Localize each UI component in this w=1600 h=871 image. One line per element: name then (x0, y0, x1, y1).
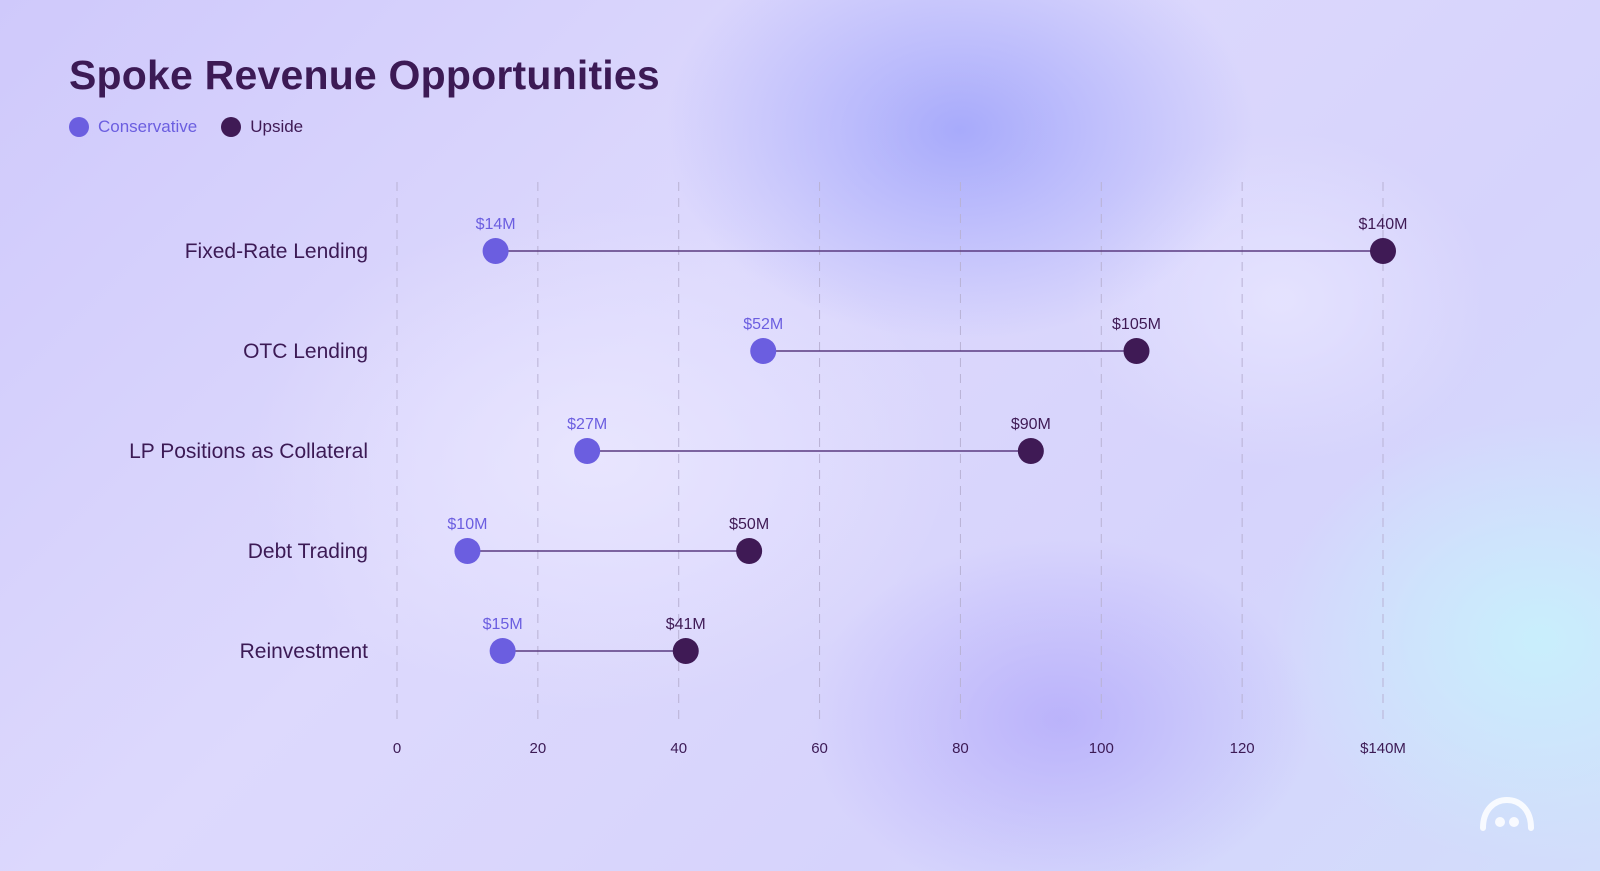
conservative-point (574, 438, 601, 464)
chart-row: Debt Trading $10M $50M (248, 516, 769, 564)
chart-row: OTC Lending $52M $105M (243, 316, 1161, 364)
conservative-point (489, 638, 516, 664)
x-tick-label: 40 (670, 740, 687, 757)
legend-label-upside: Upside (250, 117, 304, 136)
category-label: OTC Lending (243, 340, 368, 363)
x-tick-label: 80 (952, 740, 969, 757)
conservative-point (750, 338, 777, 364)
conservative-value-label: $52M (743, 316, 783, 333)
category-label: LP Positions as Collateral (129, 440, 368, 463)
chart-row: Fixed-Rate Lending $14M $140M (185, 216, 1408, 264)
x-tick-label: 100 (1089, 740, 1114, 757)
chart-rows: Fixed-Rate Lending $14M $140M OTC Lending $5… (129, 216, 1407, 664)
legend-item-conservative: Conservative (69, 117, 197, 137)
legend: Conservative Upside (69, 117, 327, 137)
x-tick-label: 120 (1230, 740, 1255, 757)
conservative-value-label: $10M (447, 516, 487, 533)
upside-point (1123, 338, 1150, 364)
chart-title: Spoke Revenue Opportunities (69, 52, 660, 98)
legend-swatch-conservative (69, 117, 89, 137)
category-label: Debt Trading (248, 540, 368, 563)
upside-value-label: $41M (666, 616, 706, 633)
upside-value-label: $90M (1011, 416, 1051, 433)
upside-value-label: $105M (1112, 316, 1161, 333)
upside-value-label: $140M (1359, 216, 1408, 233)
legend-label-conservative: Conservative (98, 117, 198, 136)
legend-item-upside: Upside (221, 117, 303, 137)
conservative-point (482, 238, 509, 264)
chart-row: Reinvestment $15M $41M (240, 616, 706, 664)
x-tick-label: 0 (393, 740, 401, 757)
conservative-value-label: $15M (483, 616, 523, 633)
legend-swatch-upside (221, 117, 242, 137)
upside-point (672, 638, 699, 664)
upside-value-label: $50M (729, 516, 769, 533)
conservative-value-label: $14M (476, 216, 516, 233)
gridlines (396, 182, 1384, 722)
upside-point (1017, 438, 1044, 464)
x-tick-label: 20 (530, 740, 547, 757)
x-axis-ticks: 0 20 40 60 80 100 120 $140M (393, 740, 1406, 757)
category-label: Reinvestment (240, 640, 369, 663)
conservative-value-label: $27M (567, 416, 607, 433)
x-tick-label: 60 (811, 740, 828, 757)
cloud-face-icon (1480, 796, 1534, 831)
upside-point (1370, 238, 1396, 264)
category-label: Fixed-Rate Lending (185, 240, 368, 263)
chart-row: LP Positions as Collateral $27M $90M (129, 416, 1051, 464)
upside-point (736, 538, 763, 564)
conservative-point (454, 538, 481, 564)
x-tick-label: $140M (1360, 740, 1406, 757)
